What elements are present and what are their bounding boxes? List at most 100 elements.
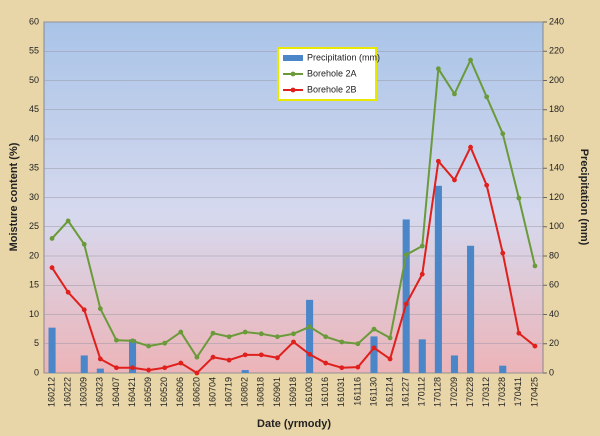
bar [128, 339, 137, 373]
y-tick-label: 60 [29, 16, 39, 26]
marker [97, 356, 103, 362]
y2-tick-label: 20 [549, 338, 559, 348]
x-tick-label: 160509 [143, 377, 153, 407]
marker [226, 334, 232, 340]
marker [532, 343, 538, 349]
marker [419, 243, 425, 249]
x-tick-label: 161031 [336, 377, 346, 407]
marker [403, 252, 409, 258]
marker [226, 357, 232, 363]
marker [210, 330, 216, 336]
x-tick-label: 160606 [175, 377, 185, 407]
marker [500, 131, 506, 137]
marker [468, 144, 473, 150]
bar [306, 299, 314, 373]
x-tick-label: 170228 [465, 377, 475, 407]
marker [355, 364, 361, 370]
y2-tick-label: 60 [549, 280, 559, 290]
marker [532, 263, 538, 269]
y-axis-title: Moisture content (%) [8, 142, 20, 251]
marker [178, 360, 184, 366]
bar [418, 339, 426, 373]
x-tick-label: 161016 [320, 377, 330, 407]
marker [500, 250, 506, 256]
marker [291, 331, 296, 337]
marker [114, 365, 119, 371]
bar [48, 327, 56, 373]
y-tick-label: 50 [29, 75, 39, 85]
marker [178, 329, 184, 335]
marker [275, 355, 280, 361]
x-tick-label: 161214 [384, 377, 394, 407]
marker [403, 301, 409, 307]
y2-tick-label: 40 [549, 309, 559, 319]
marker [258, 352, 264, 358]
y-tick-label: 40 [29, 133, 39, 143]
y-tick-label: 15 [29, 280, 39, 290]
marker [355, 341, 361, 347]
legend-label: Precipitation (mm) [307, 52, 380, 62]
marker [291, 339, 296, 345]
legend-swatch [283, 55, 303, 61]
marker [146, 343, 152, 349]
x-tick-label: 160918 [288, 377, 298, 407]
y2-tick-label: 200 [549, 75, 564, 85]
y-tick-label: 35 [29, 163, 39, 173]
marker [97, 306, 103, 312]
y-tick-label: 5 [34, 338, 39, 348]
x-tick-label: 160719 [223, 377, 233, 407]
legend-swatch [290, 71, 296, 77]
marker [435, 66, 441, 72]
legend-label: Borehole 2A [307, 68, 357, 78]
y-tick-label: 10 [29, 309, 39, 319]
y-tick-label: 25 [29, 221, 39, 231]
y-tick-label: 55 [29, 46, 39, 56]
bar [434, 185, 442, 373]
bar [450, 355, 459, 373]
marker [452, 91, 457, 97]
marker [81, 307, 87, 313]
marker [146, 367, 152, 373]
x-tick-label: 170312 [481, 377, 491, 407]
marker [339, 365, 345, 371]
y2-tick-label: 160 [549, 133, 564, 143]
x-tick-label: 160309 [79, 377, 89, 407]
marker [242, 329, 248, 335]
bar [402, 219, 410, 373]
x-tick-label: 161116 [352, 377, 362, 406]
marker [114, 337, 119, 343]
bar [96, 368, 104, 373]
bar [370, 336, 378, 373]
x-tick-label: 160704 [207, 377, 217, 407]
marker [371, 326, 377, 332]
marker [194, 354, 200, 360]
legend-swatch [290, 87, 296, 93]
marker [49, 265, 55, 271]
marker [387, 335, 393, 341]
y-tick-label: 20 [29, 250, 39, 260]
marker [49, 236, 55, 241]
y-tick-label: 0 [34, 367, 39, 377]
x-tick-label: 170128 [433, 377, 443, 407]
marker [130, 338, 135, 344]
x-tick-label: 160212 [46, 377, 56, 407]
y2-tick-label: 220 [549, 46, 564, 56]
marker [258, 331, 264, 337]
marker [516, 330, 522, 336]
marker [323, 360, 329, 366]
y-tick-label: 30 [29, 192, 39, 202]
marker [307, 351, 312, 357]
y2-axis-title: Precipitation (mm) [578, 149, 590, 246]
x-tick-label: 161227 [401, 377, 411, 407]
x-tick-label: 170209 [449, 377, 459, 407]
x-tick-label: 170411 [513, 377, 523, 406]
bar [241, 370, 249, 373]
x-tick-label: 161130 [368, 377, 378, 406]
y2-tick-label: 100 [549, 221, 564, 231]
marker [435, 158, 441, 164]
x-tick-label: 160802 [240, 377, 250, 407]
x-tick-label: 160421 [127, 377, 137, 407]
x-tick-label: 161003 [304, 377, 314, 407]
marker [210, 354, 216, 360]
x-tick-label: 170112 [417, 377, 427, 406]
